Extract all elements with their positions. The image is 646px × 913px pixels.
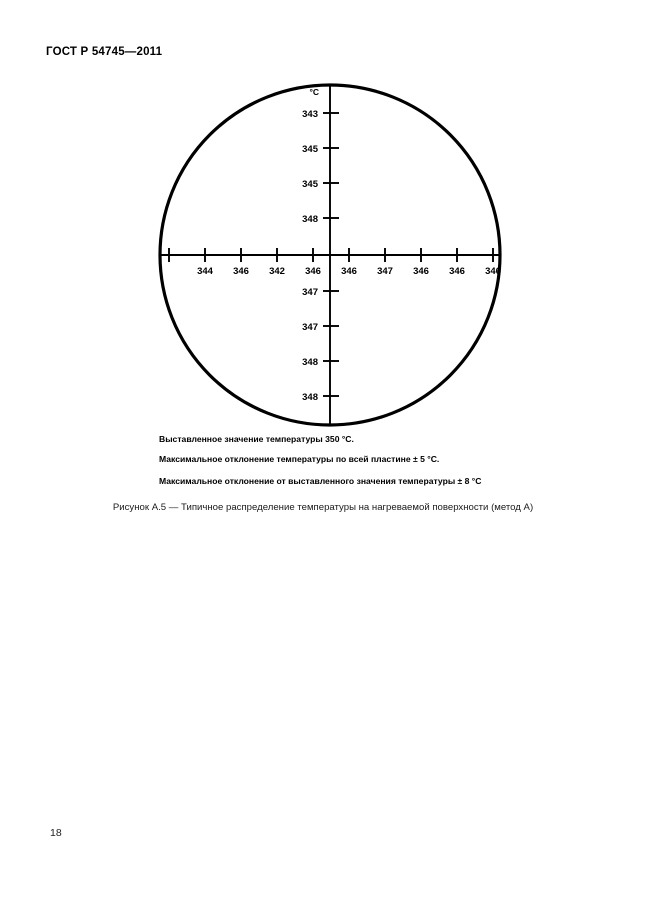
y-axis-tick-label: 345 <box>302 179 319 190</box>
y-axis-unit-label: °C <box>309 87 319 97</box>
y-axis-ticks-upper <box>323 112 339 219</box>
y-axis-tick-label: 348 <box>302 392 318 403</box>
x-axis-tick-label: 347 <box>377 266 393 277</box>
x-axis-tick-label: 344 <box>197 266 214 277</box>
y-axis-tick-label: 345 <box>302 144 319 155</box>
y-axis-tick-label: 347 <box>302 287 318 298</box>
y-axis-ticks-lower <box>323 290 339 397</box>
x-axis-tick-label: 346 <box>305 266 321 277</box>
y-axis-tick-label: 347 <box>302 322 318 333</box>
x-axis-tick-label: 346 <box>413 266 429 277</box>
figure-note: Максимальное отклонение от выставленного… <box>159 476 482 486</box>
figure-a5: °C 343 345 345 348 347 347 348 348 344 3… <box>113 78 579 513</box>
running-head: ГОСТ Р 54745—2011 <box>46 46 163 58</box>
y-axis-tick-label: 343 <box>302 109 318 120</box>
x-axis-ticks <box>168 248 494 262</box>
y-axis-tick-label: 348 <box>302 357 318 368</box>
page-number: 18 <box>50 827 62 839</box>
x-axis-tick-label: 346 <box>485 266 501 277</box>
figure-note: Максимальное отклонение температуры по в… <box>159 454 440 464</box>
x-axis-tick-label: 346 <box>449 266 465 277</box>
figure-note: Выставленное значение температуры 350 °C… <box>159 434 354 444</box>
figure-plot-area: °C 343 345 345 348 347 347 348 348 344 3… <box>157 78 503 432</box>
figure-caption: Рисунок А.5 — Типичное распределение тем… <box>112 502 534 513</box>
x-axis-tick-label: 346 <box>341 266 357 277</box>
x-axis-tick-label: 346 <box>233 266 249 277</box>
y-axis-tick-label: 348 <box>302 214 318 225</box>
x-axis-tick-label: 342 <box>269 266 285 277</box>
temperature-distribution-diagram: °C 343 345 345 348 347 347 348 348 344 3… <box>158 83 502 427</box>
figure-notes: Выставленное значение температуры 350 °C… <box>159 429 579 491</box>
